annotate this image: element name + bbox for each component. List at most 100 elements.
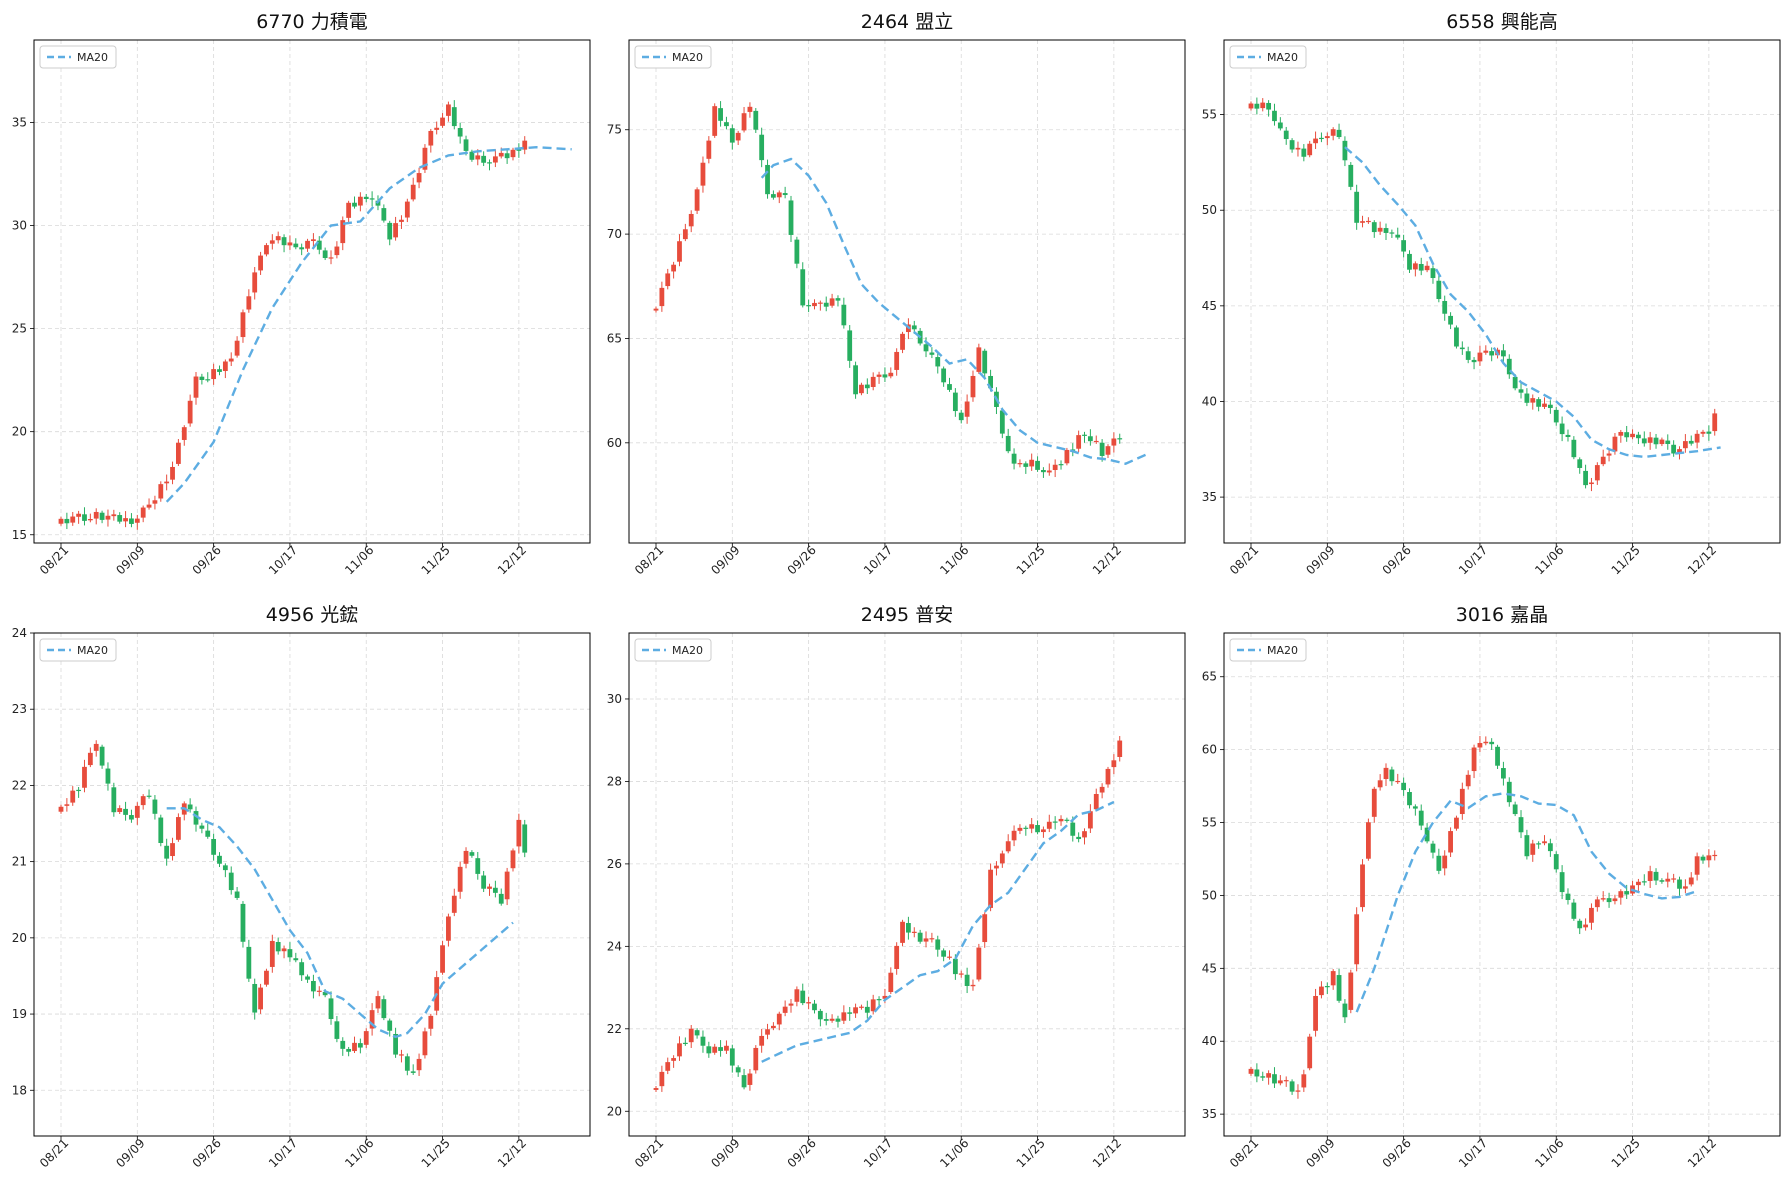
- candle-body: [1688, 877, 1694, 885]
- candle-body: [252, 983, 258, 1013]
- candle-body: [1495, 746, 1500, 766]
- y-tick-label: 70: [607, 227, 622, 241]
- x-tick-label: 10/17: [1456, 1136, 1490, 1170]
- y-tick-label: 45: [1202, 299, 1217, 313]
- y-tick-label: 30: [12, 219, 27, 233]
- candle-body: [1559, 423, 1565, 435]
- candle-body: [316, 240, 322, 250]
- y-tick-label: 50: [1202, 203, 1217, 217]
- y-tick-label: 50: [1202, 888, 1217, 902]
- candle-body: [911, 325, 917, 330]
- candle-body: [269, 940, 275, 967]
- candle-body: [1600, 456, 1606, 465]
- candle-body: [947, 384, 952, 390]
- chart-panel-6: 3016 嘉晶 35 40 45 50 55 60 65 08/21 09/09 09/26 10/1…: [1202, 604, 1781, 1170]
- candle-body: [346, 1048, 352, 1052]
- legend-box: [39, 638, 117, 662]
- candle-body: [788, 200, 794, 235]
- candle-body: [817, 302, 823, 304]
- candle-body: [269, 240, 275, 244]
- candle-body: [853, 365, 858, 395]
- candle-body: [510, 149, 516, 158]
- candle-body: [117, 515, 123, 522]
- candle-body: [718, 1047, 723, 1051]
- plot-frame: [628, 632, 1186, 1137]
- candle-body: [504, 871, 510, 900]
- x-tick-label: 11/25: [1014, 543, 1048, 577]
- candle-body: [1594, 465, 1600, 481]
- candle-body: [1389, 232, 1395, 234]
- candle-body: [1524, 835, 1530, 857]
- candle-body: [1052, 821, 1058, 823]
- candle-body: [735, 1067, 741, 1073]
- candle-body: [1348, 972, 1354, 1010]
- candle-body: [1301, 148, 1307, 157]
- candle-body: [988, 375, 993, 389]
- candle-body: [87, 519, 93, 521]
- candle-body: [870, 999, 876, 1012]
- candle-body: [958, 973, 964, 975]
- candle-body: [753, 110, 759, 130]
- candle-body: [275, 236, 281, 241]
- candle-body: [1501, 768, 1506, 779]
- x-tick-label: 09/09: [113, 1136, 147, 1170]
- candle-body: [205, 379, 211, 381]
- candle-body: [129, 518, 134, 524]
- candle-body: [829, 1018, 835, 1021]
- candle-body: [70, 516, 76, 523]
- candle-body: [1017, 827, 1023, 831]
- candle-body: [252, 272, 258, 293]
- legend-ma20-label: MA20: [1267, 51, 1298, 64]
- candle-body: [929, 938, 935, 940]
- y-tick-label: 35: [1202, 1107, 1217, 1121]
- candle-body: [1706, 431, 1712, 434]
- candle-body: [870, 376, 876, 388]
- y-tick-label: 24: [607, 939, 622, 953]
- candle-body: [753, 1047, 759, 1071]
- candle-body: [1665, 878, 1671, 882]
- x-tick-label: 11/25: [1609, 1136, 1643, 1170]
- candle-body: [305, 240, 310, 249]
- candle-body: [1093, 793, 1099, 810]
- candle-body: [735, 132, 741, 141]
- candle-body: [176, 442, 181, 464]
- x-tick-label: 08/21: [632, 543, 666, 577]
- candle-body: [281, 237, 287, 246]
- ma20-line: [165, 145, 572, 503]
- candle-body: [299, 962, 305, 976]
- candle-body: [187, 804, 193, 810]
- candle-body: [677, 241, 682, 262]
- candle-body: [316, 990, 322, 992]
- legend-box: [634, 45, 712, 69]
- y-tick-label: 45: [1202, 961, 1217, 975]
- candle-body: [440, 117, 445, 126]
- candle-body: [199, 825, 205, 829]
- ma20-line: [761, 800, 1115, 1063]
- candle-body: [806, 1002, 812, 1004]
- candle-body: [1583, 924, 1588, 928]
- candle-body: [1547, 843, 1553, 852]
- candle-body: [287, 242, 293, 246]
- candle-body: [694, 189, 700, 211]
- candle-body: [64, 804, 70, 806]
- candle-body: [1653, 871, 1659, 881]
- candle-body: [1688, 440, 1694, 444]
- candle-body: [1565, 893, 1571, 901]
- candle-body: [357, 1043, 363, 1048]
- chart-panel-2: 2464 盟立 60 65 70 75 08/21 09/09 09/26 10/17 11/06…: [607, 11, 1186, 577]
- candle-body: [1530, 398, 1536, 403]
- candle-body: [1589, 907, 1594, 923]
- legend-ma20-label: MA20: [77, 51, 108, 64]
- candle-body: [1553, 409, 1559, 423]
- candle-body: [1536, 843, 1542, 845]
- candle-body: [1512, 376, 1518, 389]
- candle-body: [759, 134, 765, 161]
- candle-body: [1577, 459, 1583, 468]
- candle-body: [1512, 804, 1518, 815]
- candle-body: [293, 243, 299, 248]
- candle-body: [1283, 130, 1289, 140]
- candle-body: [1483, 741, 1489, 744]
- candle-body: [1295, 1090, 1301, 1092]
- candle-body: [724, 1045, 729, 1051]
